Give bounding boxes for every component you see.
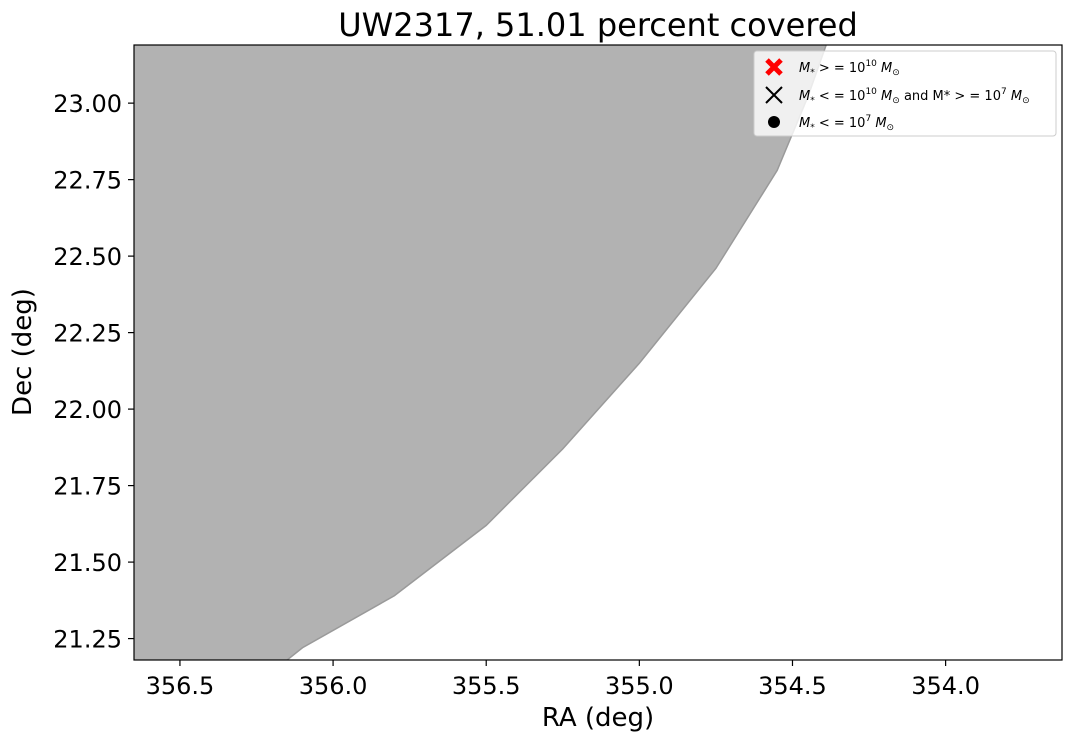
legend-label-sup: 7 <box>865 114 871 124</box>
legend-marker-bold-x <box>765 58 783 76</box>
legend-label-sub: * <box>810 96 815 106</box>
y-tick-label: 22.00 <box>53 396 122 424</box>
axes-frame <box>133 44 1063 661</box>
legend-label-symbol: M <box>799 61 810 76</box>
legend-label-tail: M <box>871 116 886 131</box>
legend-label-tail-sub: ⊙ <box>892 96 900 106</box>
legend-label-symbol: M <box>799 116 810 131</box>
legend-label: M* < = 1010 M⊙ and M* > = 107 M⊙ <box>799 87 1030 106</box>
legend-label-tail: M <box>877 89 892 104</box>
legend-label-extra-tail-sub: ⊙ <box>1022 96 1030 106</box>
legend-label-text: > = 10 <box>815 61 866 76</box>
x-tick-label: 354.0 <box>911 672 980 700</box>
chart-title: UW2317, 51.01 percent covered <box>338 6 858 44</box>
y-tick-label: 22.25 <box>53 320 122 348</box>
legend-box <box>753 50 1057 137</box>
x-tick-label: 354.5 <box>758 672 827 700</box>
plot-area: 356.5 356.0 355.5 355.0 354.5 354.0 21.25 21.50… <box>53 44 1063 700</box>
x-tick-label: 355.5 <box>452 672 521 700</box>
legend-label-tail: M <box>877 61 892 76</box>
y-tick-label: 21.50 <box>53 549 122 577</box>
legend: M* > = 1010 M⊙M* < = 1010 M⊙ and M* > = … <box>753 50 1057 137</box>
x-tick-label: 355.0 <box>605 672 674 700</box>
legend-label: M* > = 1010 M⊙ <box>799 59 900 78</box>
legend-label-sub: * <box>810 68 815 78</box>
legend-marker-dot <box>768 116 780 128</box>
legend-label: M* < = 107 M⊙ <box>799 114 894 133</box>
legend-label-symbol: M <box>799 89 810 104</box>
legend-label-sup: 10 <box>865 59 877 69</box>
x-axis-label: RA (deg) <box>542 703 654 733</box>
legend-label-extra: and M* > = 10 <box>900 89 1001 104</box>
y-tick-label: 23.00 <box>53 90 122 118</box>
x-tick-label: 356.0 <box>299 672 368 700</box>
y-tick-label: 21.25 <box>53 626 122 654</box>
y-axis-label: Dec (deg) <box>8 288 38 416</box>
y-tick-label: 21.75 <box>53 473 122 501</box>
legend-label-text: < = 10 <box>815 89 866 104</box>
coverage-region <box>134 45 827 660</box>
legend-label-sub: * <box>810 123 815 133</box>
legend-label-sup: 10 <box>865 87 877 97</box>
legend-marker-thin-x <box>765 86 783 104</box>
legend-label-extra-sup: 7 <box>1001 87 1007 97</box>
y-tick-label: 22.75 <box>53 167 122 195</box>
y-tick-label: 22.50 <box>53 243 122 271</box>
legend-label-tail-sub: ⊙ <box>887 123 895 133</box>
legend-label-text: < = 10 <box>815 116 866 131</box>
legend-label-extra-tail: M <box>1007 89 1022 104</box>
legend-label-tail-sub: ⊙ <box>892 68 900 78</box>
x-tick-label: 356.5 <box>146 672 215 700</box>
